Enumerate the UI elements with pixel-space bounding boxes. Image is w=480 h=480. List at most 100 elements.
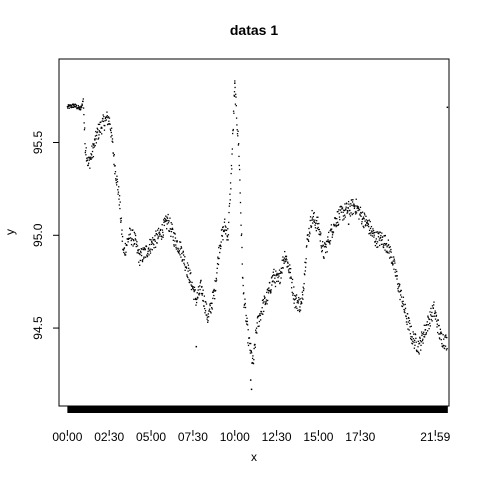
data-point bbox=[442, 346, 444, 348]
data-point bbox=[290, 267, 292, 270]
data-point bbox=[107, 123, 109, 125]
data-point bbox=[91, 150, 94, 153]
data-point bbox=[277, 276, 279, 279]
y-tick-label: 95.0 bbox=[31, 223, 45, 247]
data-point bbox=[143, 257, 145, 259]
data-point bbox=[147, 252, 149, 255]
data-point bbox=[177, 248, 179, 250]
data-point bbox=[288, 271, 290, 273]
data-point bbox=[247, 342, 249, 344]
data-point bbox=[382, 236, 384, 238]
data-point bbox=[223, 221, 226, 223]
x-axis-label: x bbox=[251, 450, 257, 464]
data-point bbox=[120, 221, 122, 223]
data-point bbox=[307, 239, 309, 241]
data-point bbox=[305, 246, 308, 248]
data-point bbox=[172, 228, 174, 231]
data-point bbox=[443, 347, 446, 350]
data-point bbox=[238, 143, 240, 145]
data-point bbox=[431, 320, 433, 322]
data-point bbox=[100, 127, 102, 129]
data-point bbox=[71, 106, 73, 108]
data-point bbox=[321, 245, 323, 248]
data-point bbox=[148, 243, 151, 246]
data-point bbox=[88, 159, 90, 161]
data-point bbox=[234, 103, 237, 105]
data-point bbox=[90, 156, 92, 158]
data-point bbox=[220, 241, 222, 243]
data-point bbox=[308, 235, 310, 237]
data-point bbox=[404, 311, 406, 314]
data-point bbox=[98, 123, 101, 126]
data-point bbox=[92, 143, 94, 145]
data-point bbox=[352, 205, 355, 207]
data-point bbox=[295, 305, 297, 308]
data-point bbox=[163, 217, 166, 220]
data-point bbox=[316, 216, 318, 218]
data-point bbox=[87, 157, 89, 159]
data-point bbox=[151, 249, 153, 251]
data-point bbox=[291, 278, 294, 281]
data-point bbox=[98, 134, 100, 136]
data-point bbox=[223, 229, 225, 231]
data-point bbox=[431, 305, 434, 307]
data-point bbox=[386, 246, 388, 248]
data-point bbox=[294, 306, 296, 309]
data-point bbox=[182, 259, 184, 261]
data-point bbox=[342, 211, 344, 213]
data-point bbox=[148, 249, 150, 251]
data-point bbox=[343, 218, 345, 220]
data-point bbox=[194, 289, 196, 291]
data-point bbox=[376, 231, 378, 233]
x-tick-label: 00:00 bbox=[52, 430, 82, 444]
data-point bbox=[256, 332, 258, 334]
data-point bbox=[289, 277, 291, 279]
data-point bbox=[238, 168, 241, 171]
data-point bbox=[164, 220, 166, 222]
data-point bbox=[331, 228, 333, 230]
data-point bbox=[344, 203, 346, 205]
data-point bbox=[234, 80, 236, 82]
data-point bbox=[283, 257, 286, 259]
data-point bbox=[396, 278, 398, 280]
data-point bbox=[347, 211, 349, 213]
data-point bbox=[93, 146, 95, 148]
data-point bbox=[164, 220, 166, 223]
data-point bbox=[238, 155, 240, 158]
data-point bbox=[126, 244, 128, 247]
data-point bbox=[175, 244, 177, 246]
data-point bbox=[243, 292, 245, 294]
data-point bbox=[207, 321, 209, 323]
data-point bbox=[228, 221, 230, 224]
data-point bbox=[219, 251, 221, 254]
data-point bbox=[149, 252, 152, 254]
data-point bbox=[171, 228, 173, 230]
data-point bbox=[206, 316, 209, 318]
data-point bbox=[361, 211, 364, 213]
data-point bbox=[220, 245, 222, 247]
data-point bbox=[216, 272, 218, 274]
data-point bbox=[80, 105, 83, 107]
data-point bbox=[187, 276, 189, 279]
data-point bbox=[328, 240, 330, 242]
data-point bbox=[96, 127, 98, 129]
data-point bbox=[274, 282, 276, 284]
data-point bbox=[197, 297, 199, 299]
data-point bbox=[195, 297, 197, 300]
data-point bbox=[107, 117, 109, 119]
data-point bbox=[375, 231, 377, 233]
data-point bbox=[206, 318, 208, 320]
data-point bbox=[211, 307, 213, 309]
data-point bbox=[179, 254, 181, 256]
data-point bbox=[301, 297, 303, 299]
data-point bbox=[108, 120, 110, 122]
data-point bbox=[188, 280, 191, 282]
data-point bbox=[158, 231, 161, 233]
data-point bbox=[136, 241, 138, 243]
data-point bbox=[201, 292, 204, 295]
data-point bbox=[309, 233, 311, 235]
data-point bbox=[290, 277, 292, 279]
data-point bbox=[227, 228, 229, 230]
data-point bbox=[148, 254, 150, 256]
data-point bbox=[430, 315, 433, 317]
